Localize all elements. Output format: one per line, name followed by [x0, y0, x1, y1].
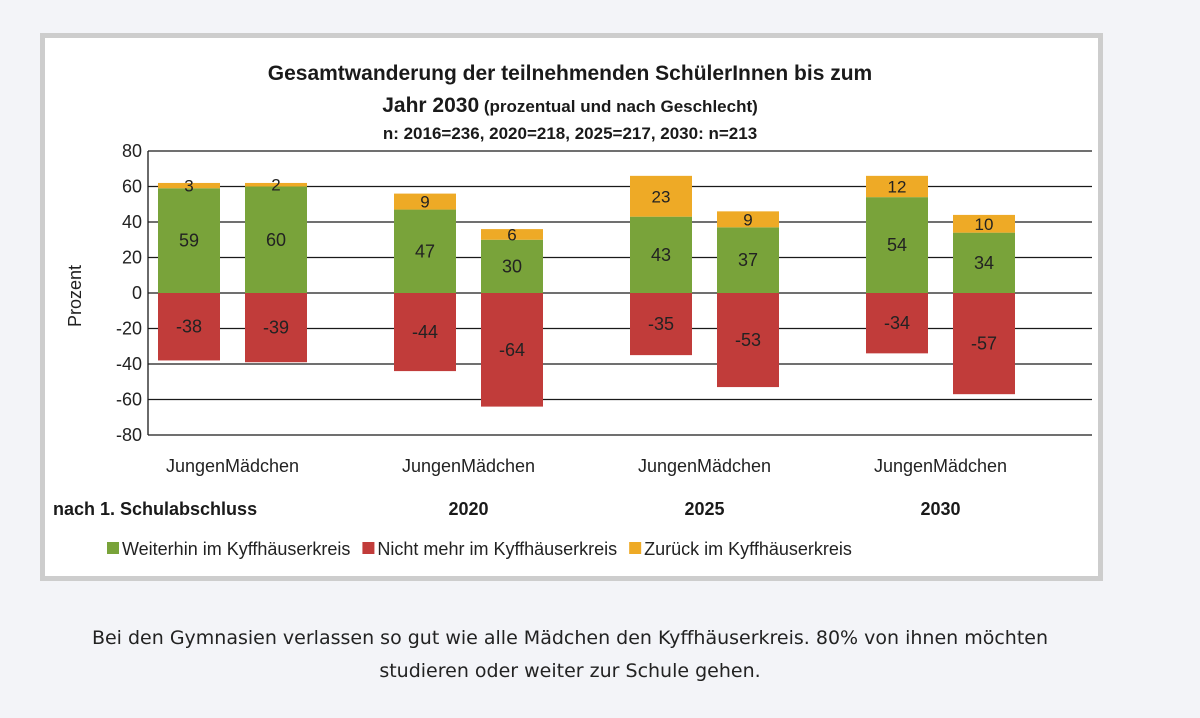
- bar-zurueck: [717, 211, 779, 228]
- chart-title-line2: Jahr 2030 (prozentual und nach Geschlech…: [382, 94, 758, 117]
- x-category-label: Mädchen: [697, 456, 771, 476]
- bar-weiterhin: [245, 186, 307, 293]
- bar-zurueck: [245, 182, 307, 187]
- bar-layer: [158, 175, 1015, 407]
- legend-label: Weiterhin im Kyffhäuserkreis: [122, 539, 350, 559]
- bar-zurueck: [953, 214, 1015, 233]
- bar-zurueck: [394, 193, 456, 210]
- chart-subtitle: n: 2016=236, 2020=218, 2025=217, 2030: n…: [383, 124, 757, 143]
- x-category-label: Jungen: [874, 456, 933, 476]
- data-label: -34: [884, 313, 910, 333]
- data-label: -38: [176, 317, 202, 337]
- bar-nicht-mehr: [717, 293, 779, 388]
- bar-zurueck: [158, 182, 220, 189]
- x-category-label: Jungen: [638, 456, 697, 476]
- x-category-labels: JungenMädchen: [402, 456, 535, 476]
- x-group-label: 2025: [684, 499, 724, 519]
- y-tick-label: -60: [116, 390, 142, 410]
- data-label: 60: [266, 230, 286, 250]
- bar-weiterhin: [717, 227, 779, 293]
- x-category-label: Jungen: [402, 456, 461, 476]
- y-tick-label: -80: [116, 425, 142, 445]
- data-label: 54: [887, 235, 907, 255]
- data-label: 6: [507, 225, 516, 244]
- x-group-label: nach 1. Schulabschluss: [53, 499, 257, 519]
- bar-weiterhin: [394, 209, 456, 293]
- y-tick-label: 40: [122, 212, 142, 232]
- y-tick-label: -20: [116, 319, 142, 339]
- bar-zurueck: [630, 175, 692, 217]
- bar-nicht-mehr: [630, 293, 692, 356]
- x-category-labels: JungenMädchen: [638, 456, 771, 476]
- bar-zurueck: [866, 175, 928, 198]
- bar-weiterhin: [953, 232, 1015, 293]
- bar-nicht-mehr: [158, 293, 220, 361]
- data-label: 12: [888, 178, 907, 197]
- legend-label: Zurück im Kyffhäuserkreis: [644, 539, 852, 559]
- data-label: -57: [971, 334, 997, 354]
- bar-nicht-mehr: [245, 293, 307, 363]
- data-label: -53: [735, 330, 761, 350]
- data-label: 9: [743, 210, 752, 229]
- data-label: 30: [502, 256, 522, 276]
- y-tick-label: 80: [122, 141, 142, 161]
- bar-nicht-mehr: [481, 293, 543, 407]
- data-label: 23: [652, 187, 671, 206]
- data-label: -39: [263, 318, 289, 338]
- label-layer: 806040200-20-40-60-80593-38602-39JungenM…: [53, 141, 1007, 519]
- chart: Gesamtwanderung der teilnehmenden Schüle…: [53, 62, 1092, 559]
- x-category-labels: JungenMädchen: [874, 456, 1007, 476]
- data-label: -35: [648, 314, 674, 334]
- chart-frame: Gesamtwanderung der teilnehmenden Schüle…: [40, 33, 1103, 581]
- data-label: 47: [415, 241, 435, 261]
- legend: Weiterhin im Kyffhäuserkreis Nicht mehr i…: [107, 539, 852, 559]
- y-tick-label: -40: [116, 354, 142, 374]
- x-category-label: Mädchen: [461, 456, 535, 476]
- data-label: 10: [975, 215, 994, 234]
- legend-swatch: [362, 542, 375, 554]
- data-label: 59: [179, 231, 199, 251]
- data-label: -64: [499, 340, 525, 360]
- data-label: 3: [184, 177, 193, 196]
- data-label: 34: [974, 253, 994, 273]
- data-label: 9: [420, 193, 429, 212]
- bar-weiterhin: [866, 197, 928, 293]
- legend-label: Nicht mehr im Kyffhäuserkreis: [377, 539, 617, 559]
- data-label: 2: [271, 176, 280, 195]
- bar-nicht-mehr: [394, 293, 456, 372]
- y-axis-label: Prozent: [65, 265, 85, 327]
- chart-title-line1: Gesamtwanderung der teilnehmenden Schüle…: [268, 62, 872, 85]
- bar-weiterhin: [158, 188, 220, 293]
- legend-swatch: [629, 542, 642, 554]
- chart-title-note: (prozentual und nach Geschlecht): [479, 97, 758, 116]
- caption-line2: studieren oder weiter zur Schule gehen.: [379, 660, 761, 682]
- data-label: 43: [651, 245, 671, 265]
- x-group-label: 2030: [920, 499, 960, 519]
- bar-nicht-mehr: [866, 293, 928, 354]
- bar-zurueck: [481, 229, 543, 240]
- y-tick-label: 20: [122, 248, 142, 268]
- x-category-label: Mädchen: [225, 456, 299, 476]
- x-category-label: Jungen: [166, 456, 225, 476]
- y-tick-label: 0: [132, 283, 142, 303]
- caption-line1: Bei den Gymnasien verlassen so gut wie a…: [91, 627, 1049, 649]
- bar-weiterhin: [630, 216, 692, 293]
- x-category-label: Mädchen: [933, 456, 1007, 476]
- data-label: -44: [412, 322, 438, 342]
- caption: Bei den Gymnasien verlassen so gut wie a…: [0, 622, 1140, 688]
- x-group-label: 2020: [448, 499, 488, 519]
- bar-weiterhin: [481, 239, 543, 293]
- chart-title-year: Jahr 2030: [382, 94, 479, 117]
- y-tick-label: 60: [122, 177, 142, 197]
- x-category-labels: JungenMädchen: [166, 456, 299, 476]
- data-label: 37: [738, 250, 758, 270]
- bar-nicht-mehr: [953, 293, 1015, 395]
- legend-swatch: [107, 542, 119, 554]
